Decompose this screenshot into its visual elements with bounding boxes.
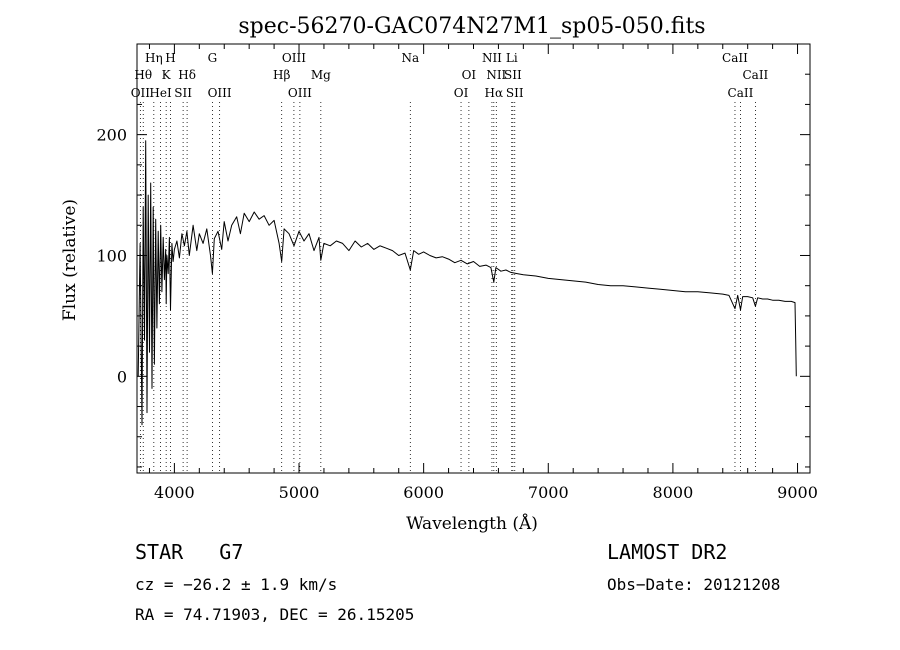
axes: 4000 5000 6000 7000 8000 9000 0 100 200 xyxy=(96,43,818,502)
object-subclass: G7 xyxy=(219,540,244,564)
spectrum-line xyxy=(137,140,797,426)
line-marker-label: CaII xyxy=(728,86,754,100)
line-marker-label: OI xyxy=(454,86,469,100)
line-marker-label: CaII xyxy=(742,68,768,82)
y-tick-label: 100 xyxy=(96,246,127,265)
y-tick-label: 200 xyxy=(96,126,127,145)
line-marker-label: Hη xyxy=(145,51,163,65)
chart-title: spec-56270-GAC074N27M1_sp05-050.fits xyxy=(238,14,705,39)
redshift-text: cz = −26.2 ± 1.9 km/s xyxy=(135,575,338,594)
coordinates-text: RA = 74.71903, DEC = 26.15205 xyxy=(135,605,415,624)
line-marker-label: Na xyxy=(401,51,419,65)
line-marker-label: OIII xyxy=(282,51,306,65)
survey-name: LAMOST DR2 xyxy=(607,540,728,564)
line-marker-label: HeI xyxy=(149,86,172,100)
line-marker-label: H xyxy=(165,51,175,65)
line-marker-label: NII xyxy=(486,68,506,82)
x-tick-label: 9000 xyxy=(777,483,818,502)
y-axis-label: Flux (relative) xyxy=(60,199,80,321)
line-marker-label: SII xyxy=(174,86,192,100)
line-marker-label: OIII xyxy=(288,86,312,100)
x-tick-label: 6000 xyxy=(403,483,444,502)
line-marker-label: Hδ xyxy=(178,68,196,82)
line-marker-label: NII xyxy=(482,51,502,65)
x-tick-label: 5000 xyxy=(279,483,320,502)
x-tick-label: 7000 xyxy=(528,483,569,502)
x-axis-label: Wavelength (Å) xyxy=(406,513,538,534)
line-marker-label: SII xyxy=(504,68,522,82)
line-marker-label: OII xyxy=(131,86,151,100)
line-marker-label: Li xyxy=(506,51,518,65)
line-marker-label: OI xyxy=(462,68,477,82)
object-type: STAR xyxy=(135,540,184,564)
line-marker-label: Hβ xyxy=(273,68,290,82)
x-tick-label: 8000 xyxy=(653,483,694,502)
line-marker-label: SII xyxy=(506,86,524,100)
line-marker-label: K xyxy=(162,68,172,82)
line-marker-label: Hα xyxy=(485,86,504,100)
line-marker-label: Mg xyxy=(311,68,331,82)
line-marker-label: Hθ xyxy=(134,68,152,82)
obs-date-text: Obs−Date: 20121208 xyxy=(607,575,781,594)
line-markers: OII Hθ Hη K HeI H SII Hδ G OIII Hβ OIII OIII Mg Na OI OI… xyxy=(131,51,769,473)
x-tick-label: 4000 xyxy=(154,483,195,502)
line-marker-label: CaII xyxy=(722,51,748,65)
line-marker-label: OIII xyxy=(208,86,232,100)
y-tick-label: 0 xyxy=(117,367,127,386)
spectrum-series xyxy=(137,140,797,426)
line-marker-label: G xyxy=(208,51,218,65)
object-class: STAR G7 xyxy=(135,540,243,564)
plot-frame xyxy=(136,43,811,474)
